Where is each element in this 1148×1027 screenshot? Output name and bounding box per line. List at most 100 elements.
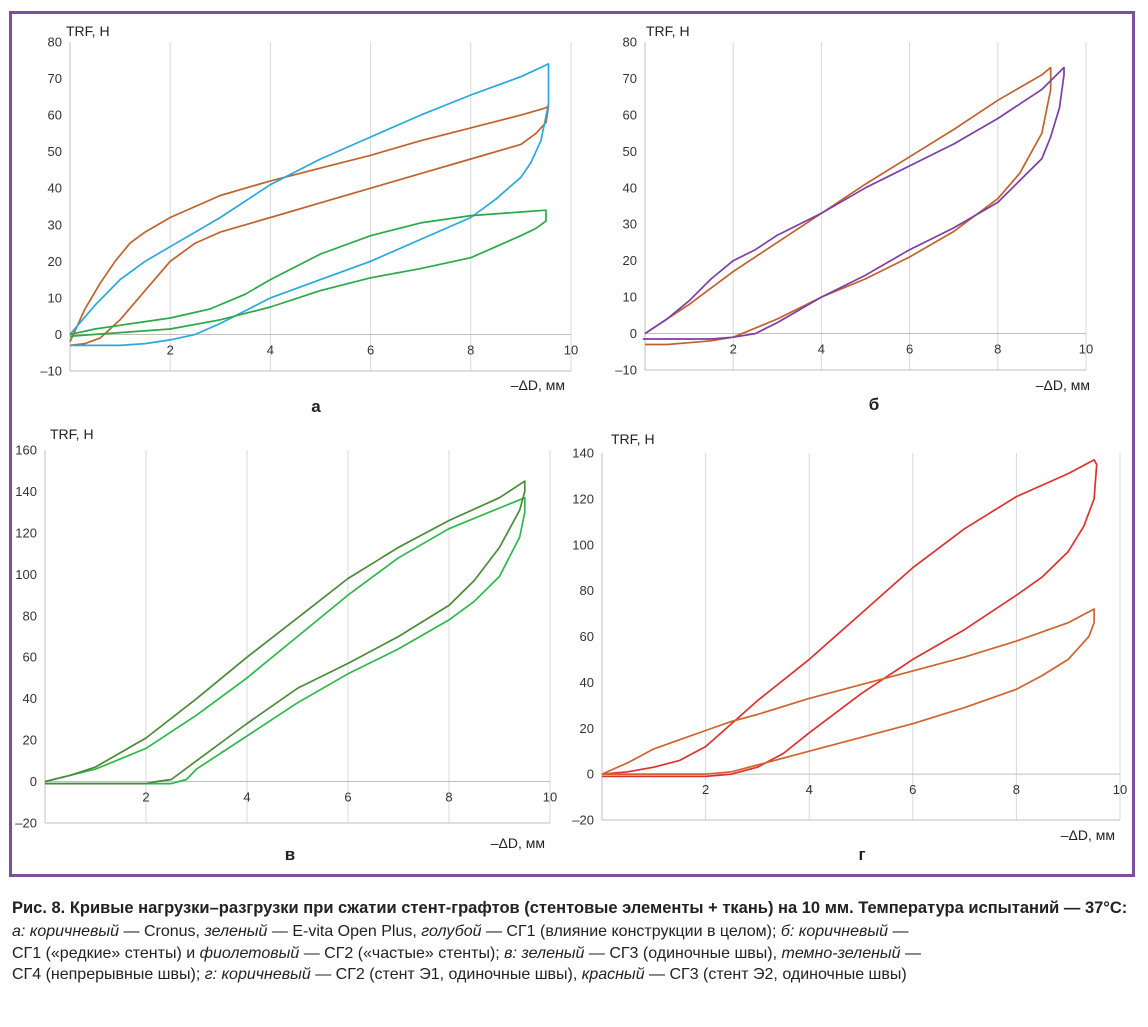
series-line [601,608,1095,775]
panel-label: в [285,845,295,864]
y-tick-label: 160 [15,443,37,458]
caption-segment: в: зеленый [504,944,585,962]
y-tick-label: 140 [572,446,594,461]
y-tick-label: 40 [48,181,62,196]
caption-line-1: а: коричневый — Cronus, зеленый — E-vita… [12,923,908,940]
caption-segment: г: коричневый [204,966,311,983]
x-tick-label: 2 [730,342,737,357]
caption-segment: голубой [421,923,482,940]
y-tick-label: 100 [572,537,594,552]
y-tick-label: 40 [580,675,594,690]
x-tick-label: 10 [1079,342,1093,357]
caption-segment: — СГ2 («частые» стенты); [299,944,505,962]
caption-segment: — E-vita Open Plus, [267,923,422,940]
caption-segment: красный [581,966,645,983]
x-tick-label: 6 [906,342,913,357]
y-axis-label: TRF, Н [66,23,110,39]
y-tick-label: 0 [630,326,637,341]
y-tick-label: 50 [48,144,62,159]
y-tick-label: 120 [572,491,594,506]
y-axis-label: TRF, Н [646,23,690,39]
x-tick-label: 8 [467,342,474,357]
y-tick-label: 20 [23,733,37,748]
y-tick-label: –10 [40,364,62,379]
x-tick-label: 4 [806,782,813,797]
caption-segment: — СГ3 (стент Э2, одиночные швы) [644,966,907,983]
y-tick-label: 70 [623,71,637,86]
caption-segment: а: коричневый [12,923,120,940]
caption-segment: — СГ1 (влияние конструкции в целом); [481,923,781,940]
y-tick-label: 80 [580,583,594,598]
panel-label: а [311,397,321,416]
series-line [69,63,550,347]
x-axis-label: –ΔD, мм [1036,377,1090,393]
series-line [644,66,1052,346]
caption-segment: темно-зеленый [781,944,901,962]
caption-segment: — СГ2 (стент Э1, одиночные швы), [310,966,582,983]
caption-segment: б: коричневый [780,923,889,940]
y-axis-label: TRF, Н [50,426,94,442]
x-tick-label: 8 [994,342,1001,357]
x-tick-label: 2 [142,790,149,805]
caption-body: а: коричневый — Cronus, зеленый — E-vita… [12,921,1140,986]
y-tick-label: 30 [48,217,62,232]
caption-segment: — [888,923,909,940]
x-tick-label: 4 [243,790,250,805]
y-tick-label: –10 [615,363,637,378]
y-tick-label: 60 [623,107,637,122]
y-tick-label: 20 [48,254,62,269]
x-axis-label: –ΔD, мм [491,835,545,851]
x-tick-label: 10 [543,790,557,805]
series-line [69,209,547,338]
y-tick-label: 60 [23,650,37,665]
y-tick-label: 50 [623,144,637,159]
y-tick-label: –20 [572,813,594,828]
x-tick-label: 4 [267,342,274,357]
x-axis-label: –ΔD, мм [1061,827,1115,843]
y-tick-label: 10 [623,290,637,305]
caption-segment: — Cronus, [119,923,205,940]
series-line [44,480,526,785]
caption-segment: — СГ3 (одиночные швы), [584,944,782,962]
series-line [601,459,1098,778]
y-tick-label: 40 [23,691,37,706]
caption-title: Рис. 8. Кривые нагрузки–разгрузки при сж… [12,899,1128,917]
caption-line-2: СГ1 («редкие» стенты) и фиолетовый — СГ2… [12,945,921,962]
caption-segment: зеленый [204,923,268,940]
x-tick-label: 8 [445,790,452,805]
y-tick-label: 20 [623,253,637,268]
y-tick-label: 80 [23,608,37,623]
caption-segment: — [900,944,922,962]
series-line [44,496,526,785]
y-tick-label: 140 [15,484,37,499]
panel-label: г [858,845,865,864]
y-tick-label: 0 [55,327,62,342]
caption-segment: СГ4 (непрерывные швы); [12,966,205,983]
caption-segment: фиолетовый [199,944,300,962]
series-line [642,66,1065,340]
figure-caption: Рис. 8. Кривые нагрузки–разгрузки при сж… [12,898,1140,986]
x-tick-label: 10 [564,342,578,357]
x-tick-label: 6 [367,342,374,357]
x-tick-label: 10 [1113,782,1127,797]
y-axis-label: TRF, Н [611,431,655,447]
x-tick-label: 4 [818,342,825,357]
y-tick-label: 30 [623,217,637,232]
x-tick-label: 2 [167,342,174,357]
x-axis-label: –ΔD, мм [511,377,565,393]
y-tick-label: 60 [580,629,594,644]
series-line [69,105,550,347]
x-tick-label: 2 [702,782,709,797]
y-tick-label: 80 [623,35,637,50]
x-tick-label: 6 [909,782,916,797]
y-tick-label: 80 [48,35,62,50]
y-tick-label: 10 [48,290,62,305]
panel-label: б [869,395,880,414]
y-tick-label: 40 [623,180,637,195]
x-tick-label: 8 [1013,782,1020,797]
y-tick-label: 60 [48,108,62,123]
caption-segment: СГ1 («редкие» стенты) и [12,944,200,962]
x-tick-label: 6 [344,790,351,805]
figure-frame [9,11,1135,877]
